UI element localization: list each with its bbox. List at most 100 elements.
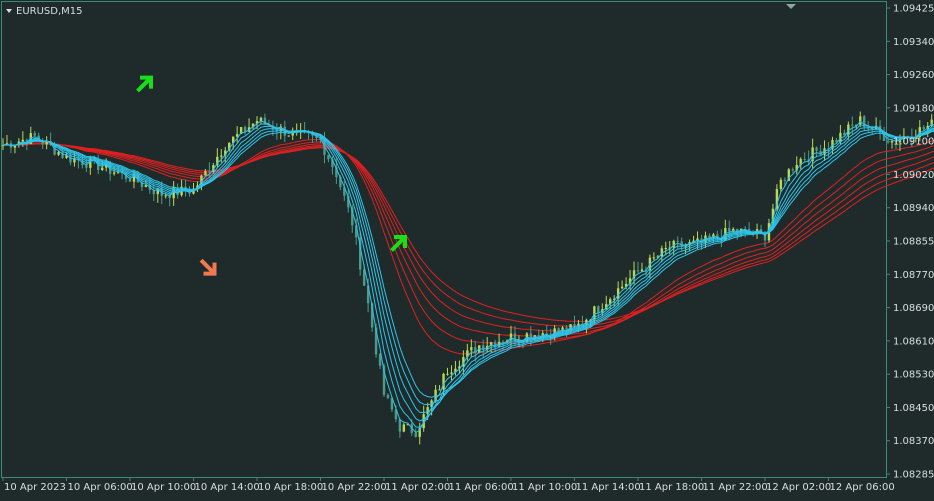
candle-body [700,238,703,243]
candle-body [438,389,441,391]
candle-body [164,195,167,197]
candle-body [835,139,838,143]
candle-body [315,135,318,139]
arrow-up-right-icon [390,235,407,252]
time-tick-label: 12 Apr 02:00 [766,482,831,493]
candle-body [239,127,243,134]
plot-frame [1,1,887,478]
candle-body [851,124,854,126]
price-tick-label: 1.08370 [893,436,934,447]
candle-body [458,366,461,369]
chart-shift-icon[interactable] [786,4,796,9]
candle-body [620,286,624,289]
candle-body [382,365,386,395]
candle-body [529,333,533,340]
candle-body [843,132,846,136]
price-tick-label: 1.08770 [893,270,934,281]
candle-body [668,247,671,249]
time-tick-label: 12 Apr 06:00 [830,482,895,493]
candle-body [21,139,25,142]
candle-body [358,237,362,270]
candle-body [263,117,267,125]
candle-body [208,171,211,173]
candle-body [787,169,791,181]
candle-body [228,142,231,151]
candle-body [628,278,632,284]
price-axis[interactable]: 1.09425 1.09340 1.09260 1.09180 1.09100 1.090… [886,4,934,481]
arrow-down-right-icon [199,258,217,276]
candle-body [791,169,794,171]
candle-body [335,167,338,178]
candle-body [775,188,779,209]
candle-body [339,177,342,188]
candle-body [708,235,711,239]
candle-body [474,347,477,353]
candle-body [426,407,429,415]
slow-ema-line [2,143,934,327]
candle-body [156,188,159,195]
candle-body [724,228,727,241]
time-tick-label: 11 Apr 10:00 [512,482,577,493]
candle-body [783,179,787,181]
candle-body [692,240,695,243]
candle-body [819,150,822,155]
candle-body [259,117,263,122]
candle-body [696,238,699,241]
candle-body [680,241,683,247]
candle-body [839,132,842,143]
price-tick-label: 1.08450 [893,403,934,414]
candle-body [652,257,656,259]
candle-body [323,140,326,155]
candle-body [231,136,235,143]
candle-body [573,324,576,327]
price-tick-label: 1.08855 [893,237,934,248]
candle-body [53,145,56,155]
candle-body [37,135,40,141]
candle-body [894,141,898,143]
candle-body [581,323,584,325]
candle-body [224,150,227,156]
candle-body [128,178,132,182]
candle-body [501,341,505,343]
signal-arrows [136,75,407,276]
candle-body [418,428,421,437]
price-tick-label: 1.09180 [893,103,934,114]
candle-body [446,373,449,375]
candle-body [863,116,866,127]
triangle-down-icon[interactable] [6,9,12,13]
fast-ema-ribbon [2,120,934,434]
candle-body [593,306,596,320]
candle-body [13,145,17,148]
candle-body [1,145,5,147]
time-tick-label: 10 Apr 2023 [4,482,66,493]
candle-body [771,208,775,224]
candle-body [890,141,894,143]
candle-body [930,119,933,126]
candle-body [108,162,112,174]
candle-body [442,373,445,390]
candle-body [545,333,548,335]
candle-body [815,147,818,151]
candle-body [406,424,410,426]
price-tick-label: 1.09020 [893,170,934,181]
candle-body [565,327,568,332]
fast-ema-line [2,123,934,428]
time-tick-label: 11 Apr 22:00 [703,482,768,493]
candle-body [85,165,88,168]
time-tick-label: 11 Apr 02:00 [385,482,450,493]
candle-body [116,172,120,174]
candle-body [537,335,540,339]
fast-ema-line [2,120,934,434]
candle-body [612,298,616,300]
candle-body [434,389,437,401]
candle-body [366,285,370,304]
slow-ema-ribbon [2,139,934,355]
fast-ema-line [2,129,934,406]
price-tick-label: 1.08530 [893,370,934,381]
candle-body [831,139,834,149]
price-tick-label: 1.09260 [893,70,934,81]
candle-body [676,240,679,242]
